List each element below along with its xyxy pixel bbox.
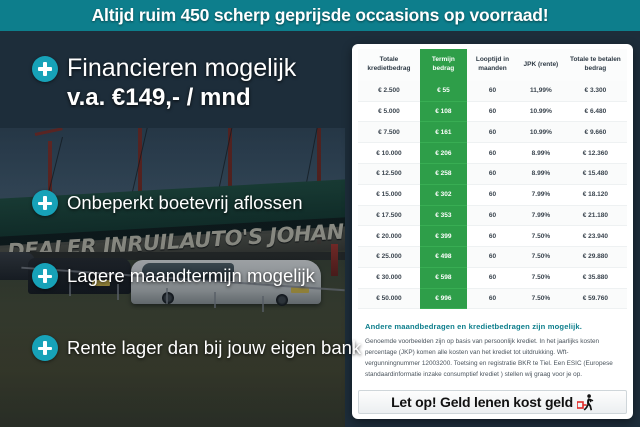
- table-cell: € 21.180: [563, 205, 627, 227]
- table-cell: € 59.760: [563, 288, 627, 310]
- table-cell: 8.99%: [518, 163, 564, 185]
- table-cell: € 161: [419, 121, 467, 144]
- table-cell: 60: [466, 205, 519, 227]
- table-cell: 60: [466, 225, 519, 248]
- column-header-total-credit: Totale kredietbedrag: [358, 49, 420, 81]
- table-cell: € 598: [419, 267, 467, 289]
- table-cell: € 7.500: [358, 121, 420, 144]
- table-cell: € 3.300: [563, 80, 627, 102]
- feature-item-2-label: Rente lager dan bij jouw eigen bank: [67, 337, 362, 358]
- table-cell: 8.99%: [518, 142, 564, 164]
- table-row: € 30.000 € 598 60 7.50% € 35.880: [358, 267, 627, 289]
- table-cell: € 18.120: [563, 184, 627, 206]
- table-cell: 60: [466, 184, 519, 206]
- table-cell: € 996: [419, 288, 467, 310]
- table-cell: 60: [466, 80, 519, 102]
- disclaimer-body: Genoemde voorbeelden zijn op basis van p…: [365, 338, 613, 379]
- table-row: € 5.000 € 108 60 10.99% € 6.480: [358, 101, 627, 123]
- running-man-icon: [576, 393, 594, 411]
- feature-item-1: Lagere maandtermijn mogelijk: [32, 263, 315, 289]
- table-cell: € 50.000: [358, 288, 420, 310]
- feature-financing-label: Financieren mogelijk: [67, 54, 297, 82]
- plus-circle-icon: [32, 335, 58, 361]
- table-cell: € 302: [419, 184, 467, 206]
- feature-item-0: Onbeperkt boetevrij aflossen: [32, 190, 303, 216]
- loan-rates-card: Totale kredietbedrag Termijn bedrag Loop…: [352, 44, 633, 419]
- table-cell: € 206: [419, 142, 467, 164]
- table-cell: € 498: [419, 246, 467, 268]
- table-cell: 60: [466, 163, 519, 185]
- table-cell: € 25.000: [358, 246, 420, 268]
- plus-circle-icon: [32, 263, 58, 289]
- feature-financing-sublabel: v.a. €149,- / mnd: [67, 84, 251, 111]
- loan-rates-table: Totale kredietbedrag Termijn bedrag Loop…: [358, 49, 627, 310]
- plus-circle-icon: [32, 55, 58, 82]
- promo-banner: Altijd ruim 450 scherp geprijsde occasio…: [0, 0, 640, 31]
- table-row: € 2.500 € 55 60 11,99% € 3.300: [358, 80, 627, 102]
- table-cell: € 12.360: [563, 142, 627, 164]
- column-header-apr: JPK (rente): [518, 49, 564, 81]
- feature-item-2: Rente lager dan bij jouw eigen bank: [32, 335, 361, 361]
- table-cell: € 55: [419, 80, 467, 102]
- table-cell: 60: [466, 121, 519, 144]
- table-cell: € 35.880: [563, 267, 627, 289]
- disclaimer-section: Andere maandbedragen en kredietbedragen …: [352, 313, 633, 384]
- table-cell: 60: [466, 142, 519, 164]
- table-cell: € 5.000: [358, 101, 420, 123]
- table-cell: € 6.480: [563, 101, 627, 123]
- feature-item-1-label: Lagere maandtermijn mogelijk: [67, 265, 315, 286]
- table-cell: € 17.500: [358, 205, 420, 227]
- table-row: € 17.500 € 353 60 7.99% € 21.180: [358, 205, 627, 227]
- table-cell: 7.50%: [518, 288, 564, 310]
- table-row: € 20.000 € 399 60 7.50% € 23.940: [358, 225, 627, 248]
- table-cell: 60: [466, 246, 519, 268]
- table-body: € 2.500 € 55 60 11,99% € 3.300 € 5.000 € 108 60…: [358, 80, 627, 310]
- table-cell: € 9.660: [563, 121, 627, 144]
- table-cell: € 258: [419, 163, 467, 185]
- table-cell: € 108: [419, 101, 467, 123]
- table-cell: 7.50%: [518, 246, 564, 268]
- table-cell: € 23.940: [563, 225, 627, 248]
- table-cell: € 399: [419, 225, 467, 248]
- table-cell: € 15.000: [358, 184, 420, 206]
- table-cell: 7.50%: [518, 225, 564, 248]
- table-cell: 10.99%: [518, 121, 564, 144]
- table-cell: € 15.480: [563, 163, 627, 185]
- column-header-term-months: Looptijd in maanden: [466, 49, 519, 81]
- table-cell: € 353: [419, 205, 467, 227]
- headline-backdrop: [0, 30, 345, 128]
- feature-financing: Financieren mogelijk: [32, 54, 296, 83]
- table-cell: € 30.000: [358, 267, 420, 289]
- table-cell: 60: [466, 101, 519, 123]
- table-row: € 15.000 € 302 60 7.99% € 18.120: [358, 184, 627, 206]
- table-cell: 60: [466, 288, 519, 310]
- table-cell: 11,99%: [518, 80, 564, 102]
- table-header-row: Totale kredietbedrag Termijn bedrag Loop…: [358, 49, 627, 81]
- disclaimer-title: Andere maandbedragen en kredietbedragen …: [365, 322, 582, 332]
- column-header-installment: Termijn bedrag: [419, 49, 467, 81]
- table-cell: € 29.880: [563, 246, 627, 268]
- table-row: € 10.000 € 206 60 8.99% € 12.360: [358, 142, 627, 164]
- table-cell: € 10.000: [358, 142, 420, 164]
- table-cell: 60: [466, 267, 519, 289]
- table-cell: 7.99%: [518, 184, 564, 206]
- table-cell: 7.99%: [518, 205, 564, 227]
- plus-circle-icon: [32, 190, 58, 216]
- loan-table-wrapper: Totale kredietbedrag Termijn bedrag Loop…: [352, 44, 633, 313]
- table-cell: 10.99%: [518, 101, 564, 123]
- table-row: € 12.500 € 258 60 8.99% € 15.480: [358, 163, 627, 185]
- feature-item-0-label: Onbeperkt boetevrij aflossen: [67, 192, 303, 213]
- table-cell: € 12.500: [358, 163, 420, 185]
- table-cell: 7.50%: [518, 267, 564, 289]
- table-cell: € 2.500: [358, 80, 420, 102]
- column-header-total-payable: Totale te betalen bedrag: [563, 49, 627, 81]
- table-row: € 25.000 € 498 60 7.50% € 29.880: [358, 246, 627, 268]
- table-cell: € 20.000: [358, 225, 420, 248]
- promo-banner-text: Altijd ruim 450 scherp geprijsde occasio…: [91, 5, 549, 25]
- table-row: € 7.500 € 161 60 10.99% € 9.660: [358, 121, 627, 144]
- legal-warning-text: Let op! Geld lenen kost geld: [391, 394, 573, 410]
- legal-warning-bar: Let op! Geld lenen kost geld: [358, 390, 627, 414]
- table-row: € 50.000 € 996 60 7.50% € 59.760: [358, 288, 627, 310]
